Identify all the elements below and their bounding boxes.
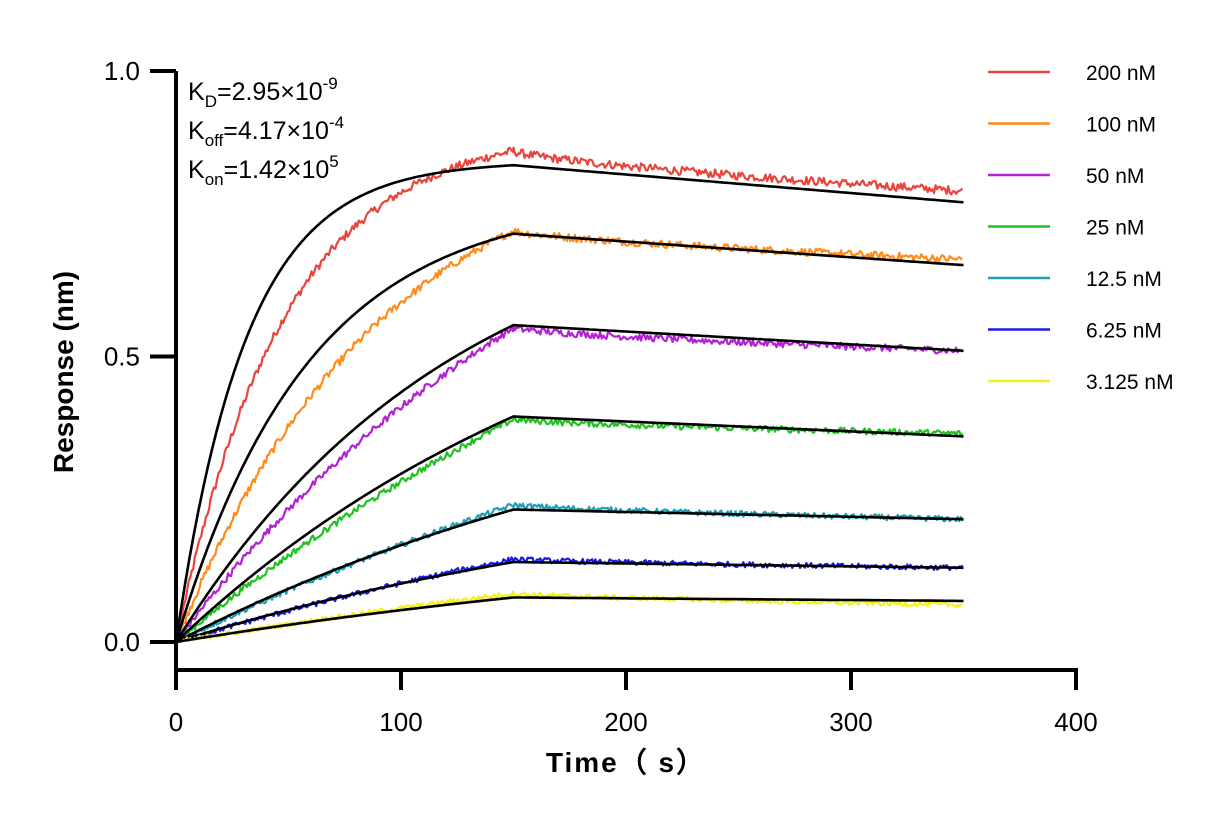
series-50-nM-fit [174, 323, 964, 643]
y-tick-label: 0.5 [104, 342, 140, 372]
legend-label: 100 nM [1086, 114, 1156, 137]
series-12.5-nM-fit [175, 508, 964, 644]
x-tick-label: 100 [379, 707, 422, 737]
plot-area [174, 146, 964, 644]
x-axis-title: Time（ s） [546, 746, 706, 778]
ticks: 0 100 200 300 400 0.0 0.5 1.0 [104, 56, 1098, 737]
series-100-nM-measured [174, 228, 963, 643]
x-tick-label: 300 [829, 707, 872, 737]
y-tick-label: 0.0 [104, 627, 140, 657]
series-200-nM-measured [174, 146, 964, 643]
legend: 200 nM 100 nM 50 nM 25 nM 12.5 nM 6.25 nM 3.12… [988, 62, 1174, 394]
series-12.5-nM-measured [175, 502, 964, 643]
kinetic-constant-D: KD=2.95×10-9 [188, 74, 338, 111]
series-200-nM-fit [174, 163, 964, 643]
kinetic-constant-on: Kon=1.42×105 [188, 152, 339, 189]
legend-label: 3.125 nM [1086, 371, 1174, 394]
y-tick-label: 1.0 [104, 56, 140, 86]
x-tick-label: 0 [169, 707, 183, 737]
legend-label: 50 nM [1086, 165, 1144, 188]
y-axis-title: Response (nm) [48, 271, 79, 473]
legend-label: 200 nM [1086, 62, 1156, 85]
legend-label: 6.25 nM [1086, 320, 1162, 343]
series-100-nM-fit [174, 232, 964, 643]
x-tick-label: 400 [1054, 707, 1097, 737]
legend-label: 25 nM [1086, 217, 1144, 240]
series-6.25-nM-fit [175, 560, 964, 644]
x-tick-label: 200 [604, 707, 647, 737]
series-3.125-nM-fit [175, 596, 964, 644]
kinetic-constant-off: Koff=4.17×10-4 [188, 113, 344, 150]
series-25-nM-fit [175, 415, 964, 643]
legend-label: 12.5 nM [1086, 268, 1162, 291]
